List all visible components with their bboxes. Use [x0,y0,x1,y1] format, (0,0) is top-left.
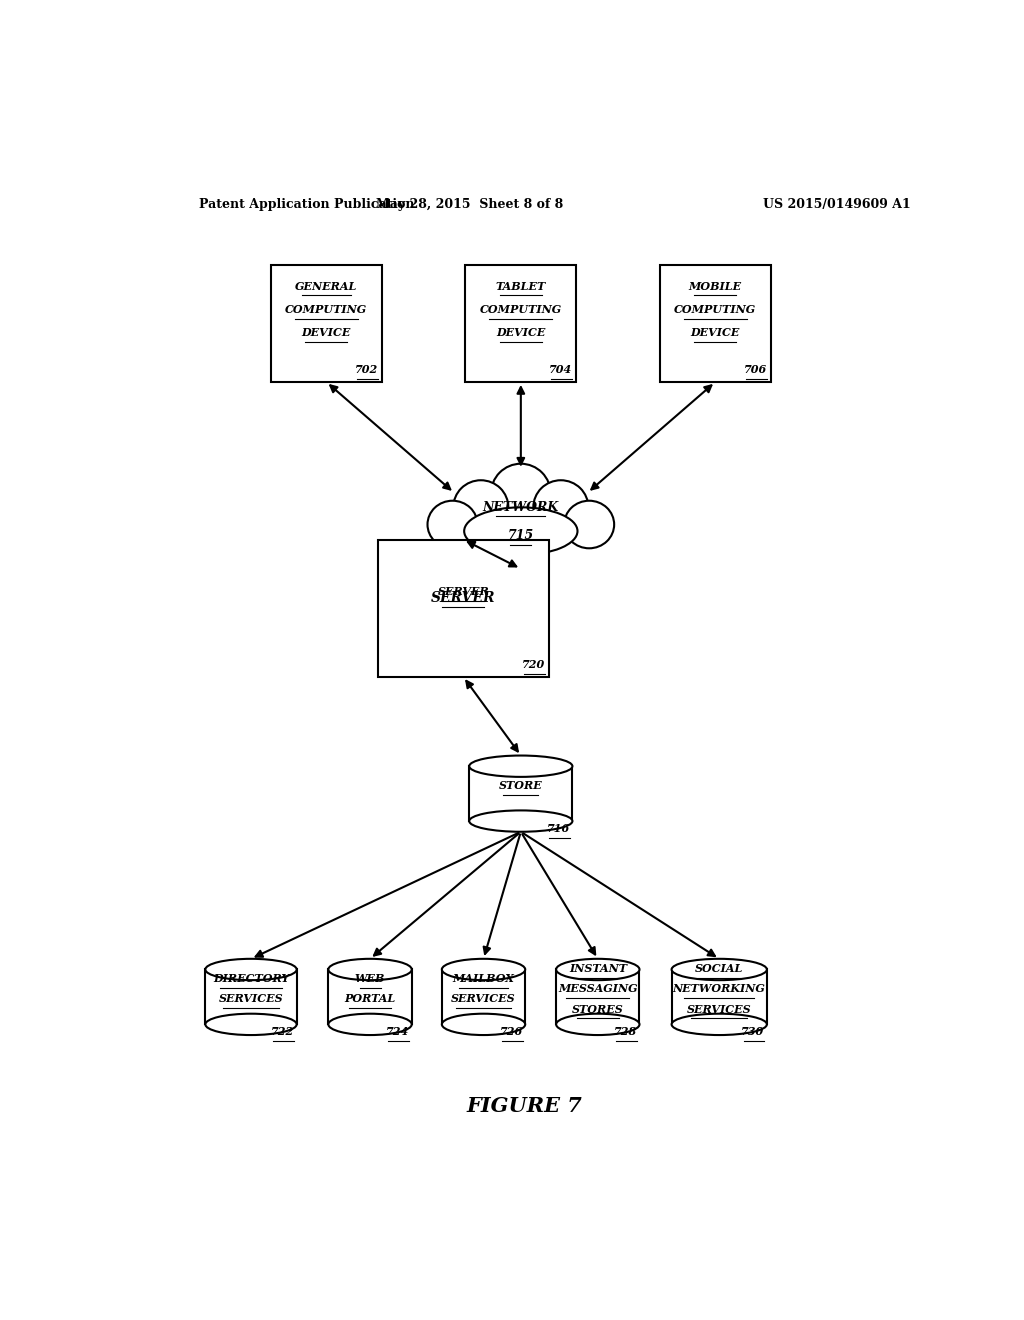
FancyBboxPatch shape [465,265,577,381]
Text: INSTANT: INSTANT [568,964,627,974]
Ellipse shape [427,500,477,548]
Text: 730: 730 [741,1027,765,1038]
Ellipse shape [454,480,508,535]
Ellipse shape [206,958,297,981]
Text: 702: 702 [354,364,378,375]
Text: 704: 704 [549,364,572,375]
Text: DIRECTORY: DIRECTORY [213,973,289,985]
Text: MESSAGING: MESSAGING [558,983,638,994]
Ellipse shape [564,500,614,548]
FancyBboxPatch shape [329,969,412,1024]
Ellipse shape [329,1014,412,1035]
FancyBboxPatch shape [206,969,297,1024]
FancyBboxPatch shape [442,969,525,1024]
Text: STORE: STORE [499,780,543,791]
Ellipse shape [534,480,589,535]
Text: SERVER: SERVER [431,591,496,605]
Text: DEVICE: DEVICE [497,327,546,338]
Text: NETWORK: NETWORK [482,500,559,513]
Text: 715: 715 [508,529,534,543]
Text: SOCIAL: SOCIAL [695,964,743,974]
Ellipse shape [464,507,578,554]
Text: SERVICES: SERVICES [687,1003,752,1015]
Text: COMPUTING: COMPUTING [674,304,757,315]
Text: TABLET: TABLET [496,281,546,292]
Ellipse shape [672,958,767,981]
Text: FIGURE 7: FIGURE 7 [467,1096,583,1115]
Text: COMPUTING: COMPUTING [286,304,368,315]
Text: STORES: STORES [572,1003,624,1015]
Text: Patent Application Publication: Patent Application Publication [200,198,415,211]
Text: WEB: WEB [355,973,385,985]
Ellipse shape [469,810,572,832]
Text: US 2015/0149609 A1: US 2015/0149609 A1 [763,198,910,211]
Ellipse shape [329,958,412,981]
Text: SERVICES: SERVICES [219,994,284,1005]
FancyBboxPatch shape [270,265,382,381]
Text: SERVICES: SERVICES [452,994,516,1005]
FancyBboxPatch shape [672,969,767,1024]
Text: 728: 728 [613,1027,637,1038]
Ellipse shape [556,958,639,981]
Text: GENERAL: GENERAL [295,281,357,292]
Text: May 28, 2015  Sheet 8 of 8: May 28, 2015 Sheet 8 of 8 [376,198,563,211]
Ellipse shape [469,755,572,777]
FancyBboxPatch shape [378,540,549,677]
Ellipse shape [490,463,551,524]
Text: MAILBOX: MAILBOX [453,973,514,985]
Text: SERVER: SERVER [437,586,489,597]
Text: 720: 720 [521,659,545,671]
Text: 716: 716 [547,824,570,834]
Text: NETWORKING: NETWORKING [673,983,766,994]
Ellipse shape [672,1014,767,1035]
Text: COMPUTING: COMPUTING [479,304,562,315]
Text: 726: 726 [500,1027,523,1038]
Ellipse shape [442,958,525,981]
Text: 706: 706 [743,364,767,375]
Text: PORTAL: PORTAL [344,994,395,1005]
Text: DEVICE: DEVICE [690,327,740,338]
Ellipse shape [442,1014,525,1035]
Ellipse shape [556,1014,639,1035]
Text: DEVICE: DEVICE [302,327,351,338]
Text: 724: 724 [386,1027,410,1038]
Text: 722: 722 [271,1027,294,1038]
Ellipse shape [206,1014,297,1035]
FancyBboxPatch shape [469,766,572,821]
Text: MOBILE: MOBILE [689,281,741,292]
FancyBboxPatch shape [556,969,639,1024]
FancyBboxPatch shape [659,265,771,381]
